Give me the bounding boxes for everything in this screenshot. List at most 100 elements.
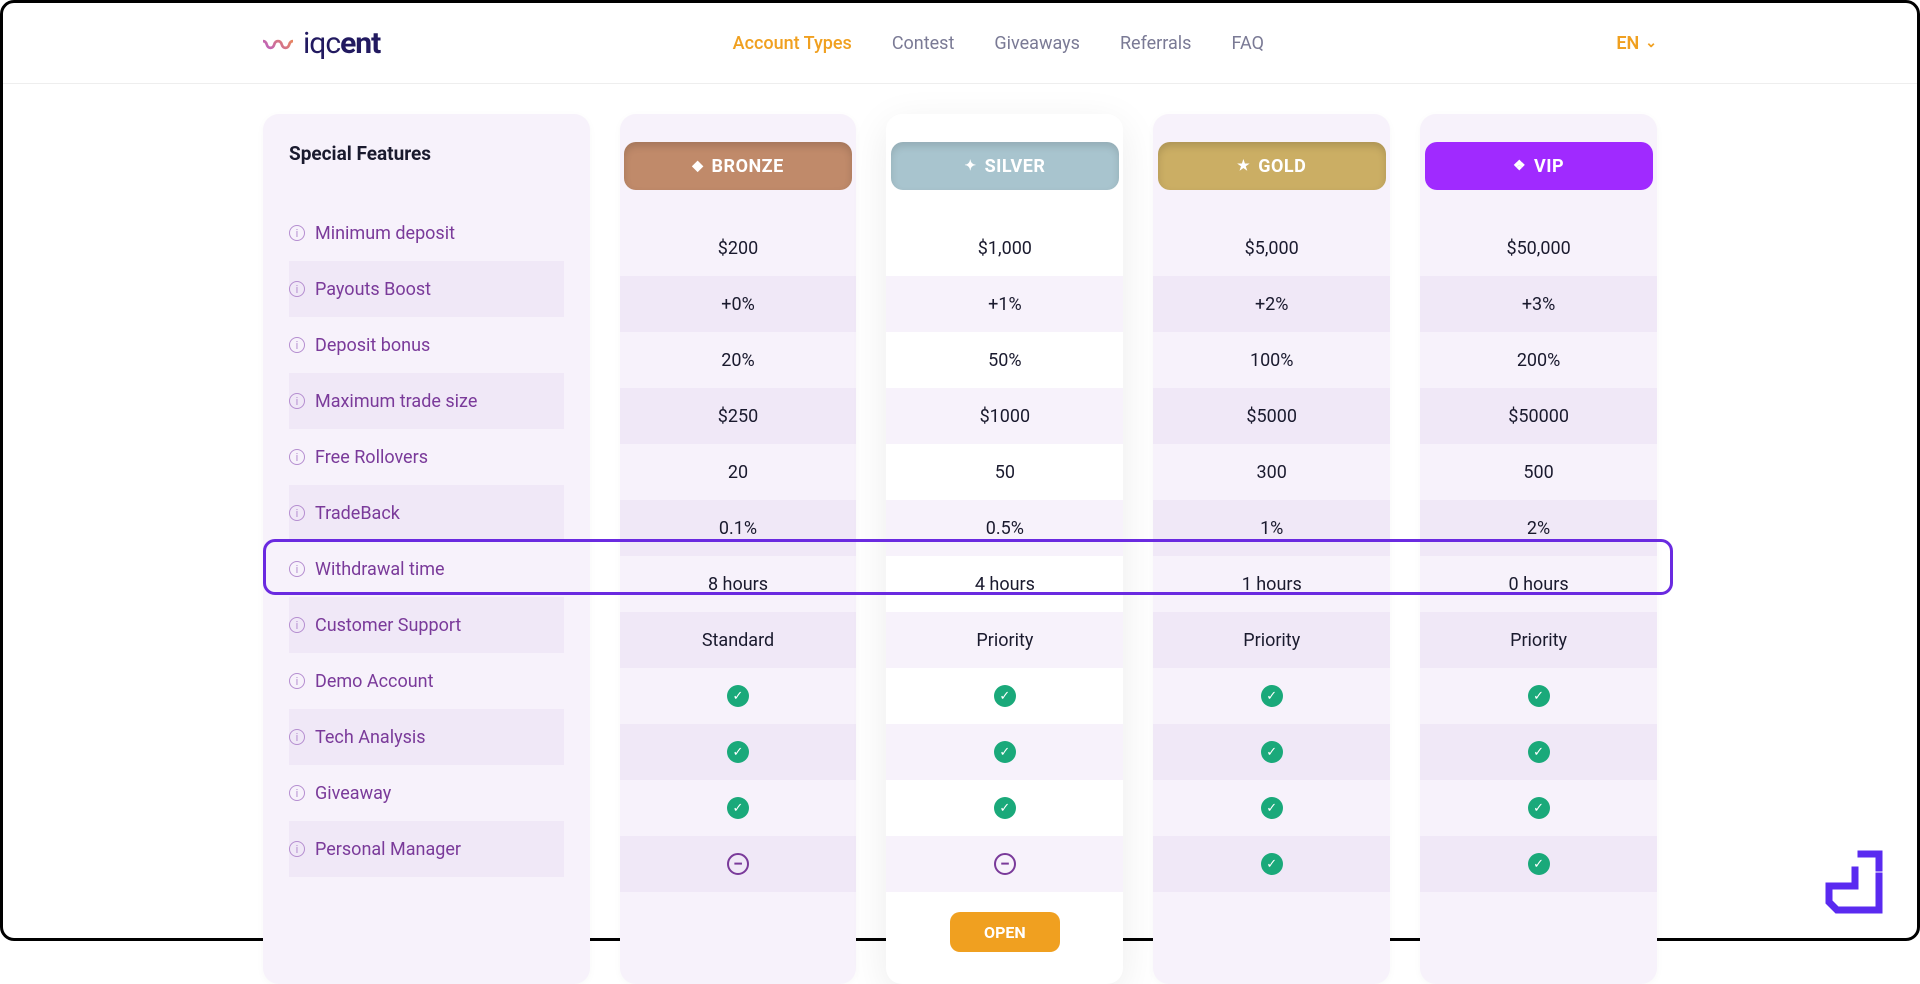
corner-logo-icon — [1819, 848, 1889, 918]
language-label: EN — [1616, 33, 1639, 54]
tier-value-cell: $1,000 — [886, 220, 1123, 276]
tier-value-cell: +3% — [1420, 276, 1657, 332]
brand-name: iqcent — [303, 26, 380, 61]
info-icon[interactable]: i — [289, 673, 305, 689]
tier-value-cell: $5,000 — [1153, 220, 1390, 276]
info-icon[interactable]: i — [289, 449, 305, 465]
info-icon[interactable]: i — [289, 225, 305, 241]
tier-value-cell: 200% — [1420, 332, 1657, 388]
tier-column-gold: ★GOLD$5,000+2%100%$50003001%1 hoursPrior… — [1153, 114, 1390, 984]
tier-value-cell: 20 — [620, 444, 857, 500]
tier-value-cell: $1000 — [886, 388, 1123, 444]
nav-item-referrals[interactable]: Referrals — [1120, 33, 1192, 54]
tier-value-cell: $5000 — [1153, 388, 1390, 444]
info-icon[interactable]: i — [289, 337, 305, 353]
tier-value-cell: 8 hours — [620, 556, 857, 612]
tier-value-cell: 100% — [1153, 332, 1390, 388]
info-icon[interactable]: i — [289, 617, 305, 633]
language-switcher[interactable]: EN ⌄ — [1616, 33, 1657, 54]
minus-icon: − — [727, 853, 749, 875]
tier-badge-vip[interactable]: ❖ VIP — [1425, 142, 1653, 190]
info-icon[interactable]: i — [289, 505, 305, 521]
feature-row: i Tech Analysis — [289, 709, 564, 765]
check-icon: ✓ — [994, 685, 1016, 707]
tier-column-silver: ✦SILVER$1,000+1%50%$1000500.5%4 hoursPri… — [886, 114, 1123, 984]
tier-value-cell: 1 hours — [1153, 556, 1390, 612]
feature-row: iFree Rollovers — [289, 429, 564, 485]
check-icon: ✓ — [1528, 741, 1550, 763]
feature-row: iMaximum trade size — [289, 373, 564, 429]
info-icon[interactable]: i — [289, 729, 305, 745]
check-icon: ✓ — [1528, 853, 1550, 875]
pricing-table: Special Features iMinimum depositiPayout… — [3, 84, 1917, 984]
tier-value-cell: Priority — [886, 612, 1123, 668]
tier-value-cell: 0.5% — [886, 500, 1123, 556]
check-icon: ✓ — [1261, 741, 1283, 763]
tier-value-cell: ✓ — [1153, 668, 1390, 724]
tier-value-cell: ✓ — [1153, 724, 1390, 780]
tier-value-cell: 4 hours — [886, 556, 1123, 612]
main-nav: Account Types Contest Giveaways Referrals FA… — [733, 33, 1264, 54]
feature-label: Demo Account — [315, 671, 433, 692]
tier-value-cell: ✓ — [886, 668, 1123, 724]
nav-item-faq[interactable]: FAQ — [1231, 33, 1263, 54]
tier-badge-gold[interactable]: ★GOLD — [1158, 142, 1386, 190]
feature-label: Tech Analysis — [315, 727, 426, 748]
tier-column-bronze: ◆BRONZE$200+0%20%$250200.1%8 hoursStanda… — [620, 114, 857, 984]
tier-value-cell: ✓ — [1420, 780, 1657, 836]
tier-value-cell: $250 — [620, 388, 857, 444]
tier-value-cell: 2% — [1420, 500, 1657, 556]
brand-logo[interactable]: 〰 iqcent — [263, 21, 380, 65]
tier-value-cell: − — [886, 836, 1123, 892]
info-icon[interactable]: i — [289, 393, 305, 409]
tier-badge-silver[interactable]: ✦SILVER — [891, 142, 1119, 190]
check-icon: ✓ — [994, 741, 1016, 763]
check-icon: ✓ — [1261, 685, 1283, 707]
tier-value-cell: $200 — [620, 220, 857, 276]
tier-value-cell: 300 — [1153, 444, 1390, 500]
feature-row: iMinimum deposit — [289, 205, 564, 261]
check-icon: ✓ — [1528, 797, 1550, 819]
feature-label: Deposit bonus — [315, 335, 430, 356]
tier-value-cell: +1% — [886, 276, 1123, 332]
check-icon: ✓ — [727, 741, 749, 763]
features-title: Special Features — [289, 142, 564, 165]
info-icon[interactable]: i — [289, 561, 305, 577]
feature-label: Withdrawal time — [315, 559, 445, 580]
tier-value-cell: − — [620, 836, 857, 892]
tier-value-cell: ✓ — [1153, 836, 1390, 892]
bronze-icon: ◆ — [692, 158, 703, 174]
check-icon: ✓ — [1528, 685, 1550, 707]
vip-icon: ❖ — [1513, 158, 1526, 174]
header: 〰 iqcent Account Types Contest Giveaways Re… — [3, 3, 1917, 84]
features-column: Special Features iMinimum depositiPayout… — [263, 114, 590, 984]
feature-label: Payouts Boost — [315, 279, 431, 300]
info-icon[interactable]: i — [289, 281, 305, 297]
nav-item-account-types[interactable]: Account Types — [733, 33, 852, 54]
tier-value-cell: 20% — [620, 332, 857, 388]
tier-badge-bronze[interactable]: ◆ BRONZE — [624, 142, 852, 190]
tier-label: BRONZE — [712, 156, 784, 177]
tier-label: VIP — [1534, 156, 1564, 177]
logo-mark-icon: 〰 — [263, 21, 293, 65]
tier-value-cell: ✓ — [1153, 780, 1390, 836]
feature-row: iPersonal Manager — [289, 821, 564, 877]
nav-item-giveaways[interactable]: Giveaways — [994, 33, 1080, 54]
open-button[interactable]: OPEN — [950, 912, 1060, 952]
tier-value-cell: $50,000 — [1420, 220, 1657, 276]
tier-column-vip: ❖VIP$50,000+3%200%$500005002%0 hoursPrio… — [1420, 114, 1657, 984]
tier-value-cell: +2% — [1153, 276, 1390, 332]
tier-value-cell: ✓ — [1420, 836, 1657, 892]
tier-label: SILVER — [985, 156, 1046, 177]
nav-item-contest[interactable]: Contest — [892, 33, 955, 54]
tier-value-cell: ✓ — [620, 724, 857, 780]
check-icon: ✓ — [1261, 797, 1283, 819]
feature-row: iGiveaway — [289, 765, 564, 821]
info-icon[interactable]: i — [289, 841, 305, 857]
info-icon[interactable]: i — [289, 785, 305, 801]
tier-value-cell: ✓ — [620, 668, 857, 724]
tier-value-cell: ✓ — [886, 780, 1123, 836]
tier-value-cell: $50000 — [1420, 388, 1657, 444]
tier-value-cell: 50% — [886, 332, 1123, 388]
feature-row: i Payouts Boost — [289, 261, 564, 317]
